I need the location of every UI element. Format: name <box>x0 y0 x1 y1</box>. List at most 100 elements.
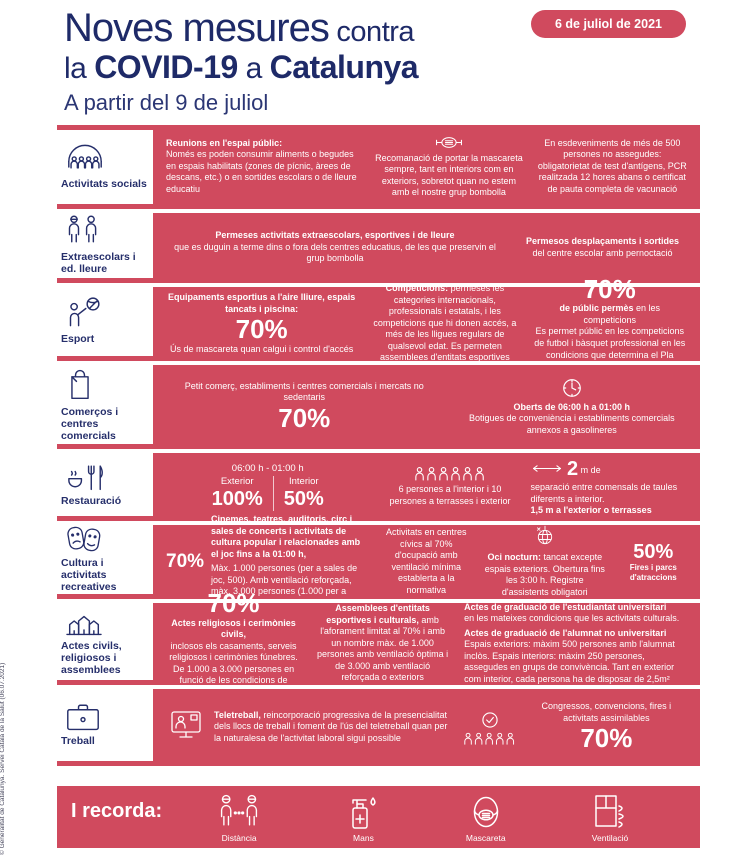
panel-treball: Teletreball, reincorporació progressiva … <box>153 688 700 766</box>
row-label: Restauració <box>61 494 122 507</box>
distance-line: 2 m de <box>530 457 687 483</box>
cell-oci-nocturn: Oci nocturn: tancat excepte espais exter… <box>477 525 612 598</box>
sport-icon <box>63 295 151 331</box>
cell-text: amb l'aforament limitat al 70% i amb un … <box>317 614 449 683</box>
header: 6 de juliol de 2021 Noves mesures contra… <box>0 0 730 117</box>
capacity-percentage: 100% <box>211 487 263 510</box>
cell-text: Recomanació de portar la mascareta sempr… <box>375 152 523 198</box>
footer-item-mans: Mans <box>345 792 381 843</box>
footer-item-label: Mascareta <box>465 833 506 844</box>
label-comercos: Comerços i centres comercials <box>57 364 153 449</box>
cell-text: Botigues de conveniència i establiments … <box>468 413 675 435</box>
capacity-percentage: 70% <box>235 314 288 345</box>
label-restauracio: Restauració <box>57 452 153 521</box>
row-treball: Treball Teletreball, reincorporació prog… <box>57 688 700 766</box>
cell-text: Només es poden consumir aliments o begud… <box>166 149 357 194</box>
cell-heading: Competicions: <box>385 283 449 294</box>
video-call-icon <box>166 708 206 746</box>
panel-cultura: 70% Cinemes, teatres, auditoris, circ i … <box>153 514 700 608</box>
people-arc-icon <box>63 140 151 176</box>
row-actes-civils: Actes civils, religiosos i assemblees 70… <box>57 589 700 697</box>
shopping-bag-icon <box>63 364 151 404</box>
measures-grid: Activitats socials Reunions en l'espai p… <box>57 124 700 766</box>
cell-reunions-espai-public: Reunions en l'espai públic: Només es pod… <box>159 138 367 196</box>
row-label: Treball <box>61 735 95 748</box>
interior-column: Interior 50% <box>272 475 334 511</box>
page-title-line1: Noves mesures contra <box>64 8 730 49</box>
panel-extraescolars: Permeses activitats extraescolars, espor… <box>153 212 700 283</box>
cell-heading: 1,5 m a l'exterior o terrasses <box>530 505 652 516</box>
cell-heading: Actes de graduació de l'alumnat no unive… <box>464 627 667 638</box>
label-treball: Treball <box>57 688 153 766</box>
cell-petit-comerc: Petit comerç, establiments i centres com… <box>159 381 450 433</box>
cell-separacio: 2 m de separació entre comensals de taul… <box>523 457 694 517</box>
row-esport: Esport Equipaments esportius a l'aire ll… <box>57 275 700 371</box>
cell-heading: Oci nocturn: <box>487 552 542 563</box>
cell-graduacions: Actes de graduació de l'estudiantat univ… <box>457 602 694 686</box>
cell-public-permes: 70% de públic permès en les competicions… <box>525 275 694 373</box>
cell-text: Congressos, convencions, fires i activit… <box>541 701 672 723</box>
capacity-percentage: 70% <box>166 550 205 572</box>
cell-text: Espais exteriors: màxim 500 persones amb… <box>464 639 675 684</box>
cell-text: Activitats en centres cívics al 70% d'oc… <box>385 527 467 595</box>
capacity-percentage: 50% <box>283 487 324 510</box>
distance-unit: m de <box>580 464 601 475</box>
capacity-table: Exterior 100% Interior 50% <box>166 475 369 511</box>
row-comercos: Comerços i centres comercials Petit come… <box>57 364 700 449</box>
title-la: la <box>64 51 95 85</box>
capacity-percentage: 70% <box>207 588 260 619</box>
cell-text: tancat excepte espais exteriors. Obertur… <box>484 552 605 597</box>
title-main: Noves mesures <box>64 6 330 50</box>
footer-item-label: Ventilació <box>591 833 629 844</box>
cell-assemblees: Assemblees d'entitats esportives i cultu… <box>308 603 457 684</box>
cell-text: separació entre comensals de taules dife… <box>530 482 678 504</box>
cell-heading: Oberts de 06:00 h a 01:00 h <box>513 401 631 412</box>
cell-activitats-extraescolars: Permeses activitats extraescolars, espor… <box>159 230 511 265</box>
cell-text: En esdeveniments de més de 500 persones … <box>537 137 687 194</box>
footer-items: Distància Mans Mascareta <box>217 792 630 843</box>
capacity-percentage: 70% <box>278 402 331 433</box>
cell-text: Ús de mascareta quan calgui i control d'… <box>169 343 354 354</box>
footer-item-ventilacio: Ventilació <box>590 792 630 843</box>
cell-horaris-obertura: Oberts de 06:00 h a 01:00 h Botigues de … <box>450 377 694 437</box>
cell-heading: Permeses activitats extraescolars, espor… <box>215 230 455 241</box>
cell-desplacaments: Permesos desplaçaments i sortides del ce… <box>511 236 694 259</box>
check-circle-icon <box>482 712 498 728</box>
people-row-icon <box>383 466 516 481</box>
cell-centres-civics: Activitats en centres cívics al 70% d'oc… <box>375 527 477 596</box>
column-header: Exterior <box>220 475 254 487</box>
row-label: Esport <box>61 332 95 345</box>
row-label: Cultura i activitats recreatives <box>61 557 117 593</box>
cell-teletreball: Teletreball, reincorporació progressiva … <box>159 708 455 746</box>
cell-text: Petit comerç, establiments i centres com… <box>184 380 424 403</box>
panel-esport: Equipaments esportius a l'aire lliure, e… <box>153 275 700 371</box>
cell-fires-parcs: 50% Fires i parcs d'atraccions <box>613 541 694 582</box>
distance-arrow-icon <box>530 464 564 475</box>
restaurant-icon <box>63 459 151 493</box>
cell-heading: Fires i parcs d'atraccions <box>629 563 677 582</box>
capacity-percentage: 70% <box>580 723 633 754</box>
title-covid: COVID-19 <box>94 48 238 85</box>
title-catalunya: Catalunya <box>269 48 419 85</box>
cell-text: que es duguin a terme dins o fora dels c… <box>174 241 496 264</box>
label-extraescolars: Extraescolars i ed. lleure <box>57 212 153 283</box>
label-actes-civils: Actes civils, religiosos i assemblees <box>57 602 153 685</box>
people-row-icon <box>463 732 514 745</box>
copyright-note: © Generalitat de Catalunya. Servei Catal… <box>0 662 6 855</box>
cell-text: permeses les categories internacionals, … <box>373 283 517 363</box>
label-esport: Esport <box>57 286 153 361</box>
panel-restauracio: 06:00 h - 01:00 h Exterior 100% Interior… <box>153 452 700 521</box>
date-badge: 6 de juliol de 2021 <box>531 10 686 38</box>
cell-mascareta-recomanacio: Recomanació de portar la mascareta sempr… <box>367 135 530 199</box>
mask-face-icon <box>466 792 506 832</box>
row-cultura: Cultura i activitats recreatives 70% Cin… <box>57 514 700 608</box>
cell-heading: Actes de graduació de l'estudiantat univ… <box>464 601 667 612</box>
row-activitats-socials: Activitats socials Reunions en l'espai p… <box>57 124 700 209</box>
cell-persones-taula: 6 persones a l'interior i 10 persones a … <box>376 466 523 507</box>
cell-heading: Cinemes, teatres, auditoris, circ i sale… <box>211 514 361 559</box>
cell-actes-religiosos: 70% Actes religiosos i cerimònies civils… <box>159 589 308 698</box>
footer-item-mascareta: Mascareta <box>466 792 506 843</box>
title-a: a <box>237 51 270 85</box>
opening-hours: 06:00 h - 01:00 h <box>231 462 304 474</box>
